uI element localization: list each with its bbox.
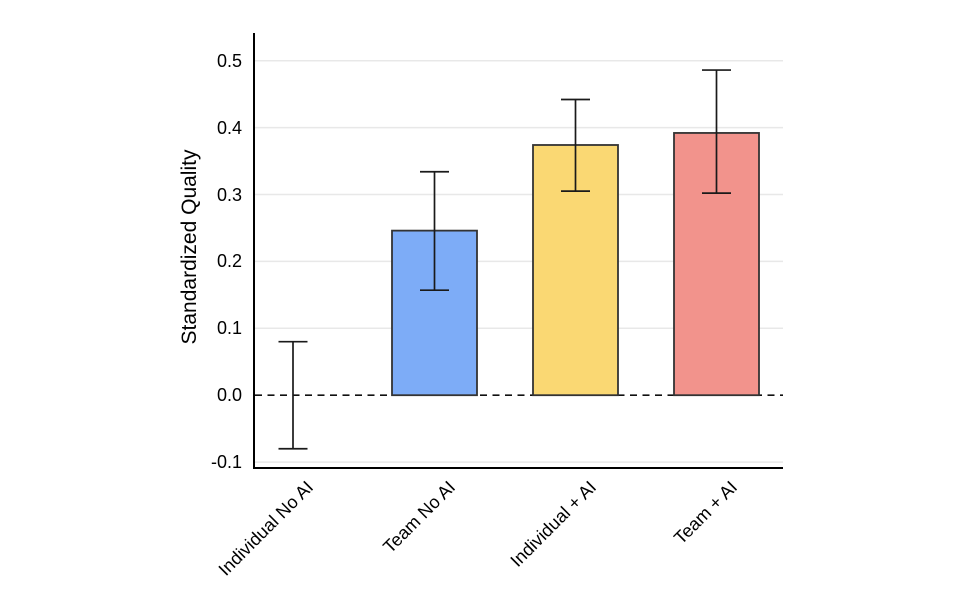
y-tick-label: 0.3 [216, 184, 242, 205]
x-category-label-individual-no-ai: Individual No AI [214, 477, 318, 580]
y-tick-label: 0.2 [216, 251, 242, 272]
bar-chart [255, 59, 783, 463]
y-tick-label: 0.1 [216, 318, 242, 339]
y-axis-title: Standardized Quality [178, 149, 201, 345]
plot-area [253, 33, 783, 469]
y-tick-label: 0.4 [216, 117, 242, 138]
y-tick-label: 0.0 [216, 385, 242, 406]
y-tick-label: -0.1 [210, 452, 242, 473]
y-tick-label: 0.5 [216, 50, 242, 71]
x-category-label-team-no-ai: Team No AI [378, 477, 459, 557]
